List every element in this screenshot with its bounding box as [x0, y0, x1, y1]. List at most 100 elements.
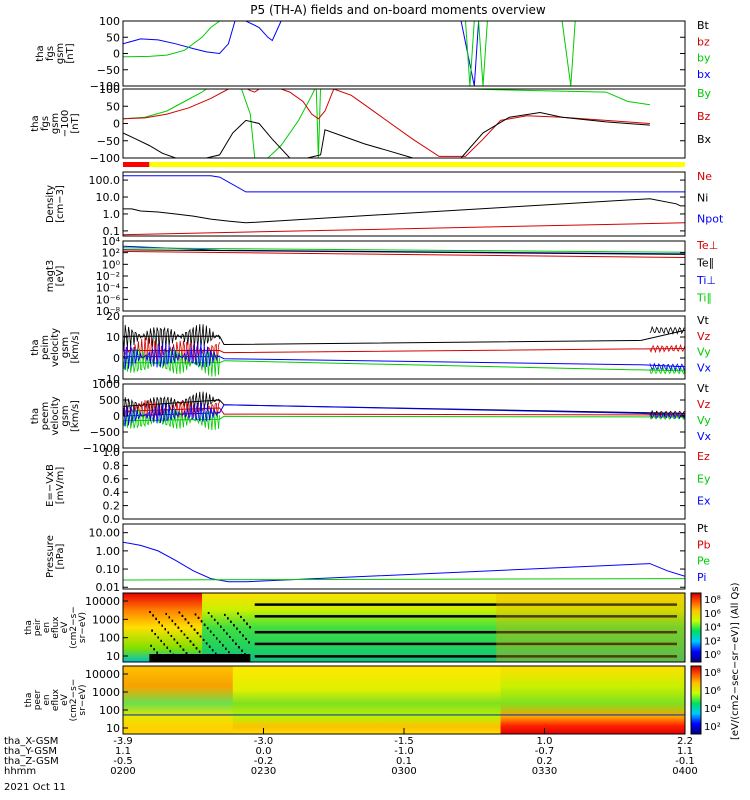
y-tick-label: −100	[90, 152, 120, 165]
panel-fgs: 100 50 0 −50 −100 tha fgs gsm [nT] Bt bz by bx	[35, 15, 711, 93]
y-tick-label: 0.2	[103, 500, 121, 513]
y-axis-label-line: [nT]	[65, 43, 76, 63]
y-axis-label-line: [nPa]	[55, 543, 66, 569]
status-segment	[123, 162, 150, 167]
y-axis-label-line: Density	[45, 185, 56, 223]
time-axis: tha_X-GSM -3.9 -3.0 -1.5 1.0 2.2 tha_Y-GSM 1.1 0…	[4, 728, 698, 793]
y-axis-label-line: (cm2−s−	[69, 606, 79, 649]
legend-entry: Ey	[697, 472, 711, 485]
legend-entry: Npot	[697, 213, 724, 226]
spectrogram-speckle	[174, 623, 177, 626]
y-tick-label: 1000	[92, 686, 120, 699]
legend-entry: Ti⊥	[696, 274, 716, 287]
y-axis-label-line: velocity	[50, 328, 61, 367]
noise-burst-end-peim-2	[649, 366, 685, 375]
legend-entry: Pb	[697, 538, 711, 551]
y-axis-label-line: gsm	[50, 113, 61, 134]
spectrogram-early	[123, 666, 233, 734]
spectrogram-speckle	[155, 617, 157, 620]
noise-burst-peem-3	[123, 402, 220, 427]
y-tick-label: 1.0	[103, 208, 121, 221]
y-axis-label-line: tha	[30, 115, 41, 131]
y-axis-label-line: sr−eV)	[78, 684, 88, 715]
spectrogram-speckle	[203, 623, 206, 626]
y-axis-label-line: [eV]	[55, 266, 66, 287]
spectrogram-stripe	[254, 615, 677, 618]
spectrogram-speckle	[196, 632, 199, 635]
series-line-density-2	[123, 222, 685, 236]
series-line-density-0	[123, 198, 685, 224]
colorbar-tick-label: 10⁸	[704, 668, 721, 679]
colorbar-tick-label: 10⁶	[704, 686, 721, 697]
spectrogram-speckle	[208, 645, 211, 648]
spectrogram-speckle	[190, 625, 193, 628]
spectrogram-speckle	[186, 636, 189, 639]
spectrogram-speckle	[207, 611, 210, 614]
y-axis-label-line: eflux	[51, 616, 61, 639]
legend-entry: Ez	[697, 450, 710, 463]
spectrogram-stripe	[254, 603, 677, 606]
y-tick-label: −100	[90, 80, 120, 93]
y-axis-label-line: magt3	[45, 260, 56, 293]
y-tick-label: 10000	[85, 668, 120, 681]
spectrogram-speckle	[233, 624, 235, 627]
spectrogram-late	[496, 593, 685, 662]
spectrogram-speckle	[195, 647, 198, 650]
y-tick-label: 0	[113, 118, 120, 131]
y-axis-label: tha fgs gsm [nT]	[35, 43, 76, 64]
legend-entry: bx	[697, 68, 711, 81]
legend-entry: Bt	[697, 19, 710, 32]
time-row-value: 0230	[251, 766, 276, 777]
y-tick-label: 500	[99, 394, 120, 407]
spectrogram-speckle	[225, 647, 227, 650]
spectrogram-speckle	[182, 648, 185, 651]
spectrogram-speckle	[173, 638, 176, 641]
legend-entry: Vt	[697, 314, 710, 327]
spectrogram-speckle	[170, 635, 173, 638]
series-line-fgs-1	[123, 21, 650, 86]
spectrogram-speckle	[249, 626, 251, 629]
spectrogram-stripe	[254, 642, 677, 646]
spectrogram-speckle	[229, 635, 231, 638]
spectrogram-speckle	[228, 651, 230, 654]
spectrogram-peer: 10000 1000 100 10 tha peer en eflux eV (cm2−s− sr−…	[24, 665, 721, 735]
y-axis-label-line: E=−VxB	[45, 464, 56, 507]
spectrogram-speckle	[197, 616, 200, 619]
spectrogram-speckle	[219, 640, 221, 643]
y-tick-label: 100	[99, 83, 120, 96]
y-tick-label: −1000	[83, 442, 120, 455]
panel-frame	[122, 592, 686, 663]
y-axis-label-line: tha	[30, 339, 41, 355]
y-tick-label: 100	[99, 704, 120, 717]
spectrogram-speckle	[215, 637, 218, 640]
spectrogram-speckle	[212, 634, 215, 637]
y-tick-label: 0	[113, 352, 120, 365]
spectrogram-speckle	[164, 628, 166, 631]
y-axis-label-line: gsm	[60, 337, 71, 358]
time-row-value: -1.0	[394, 746, 414, 757]
y-axis-label-line: fgs	[45, 46, 56, 61]
time-row-value: -0.1	[675, 756, 695, 767]
spectrogram-speckle	[237, 612, 239, 615]
spectrogram-speckle	[242, 634, 244, 637]
y-tick-label: 1000	[92, 613, 120, 626]
y-tick-label: 10⁻⁸	[96, 305, 121, 318]
spectrogram-speckle	[200, 620, 203, 623]
time-row-value: 2.2	[677, 736, 693, 747]
y-axis-label-line: peer	[33, 689, 43, 710]
y-axis-label: E=−VxB [mV/m]	[45, 464, 66, 507]
spectrogram-speckle	[167, 631, 170, 634]
date-label: 2021 Oct 11	[4, 782, 66, 793]
colorbar-tick-label: 10²	[704, 722, 721, 733]
time-row-value: 0.0	[256, 746, 272, 757]
series-line-temperature-1	[123, 249, 685, 255]
spectrogram-speckle	[185, 652, 188, 655]
series-line-pressure-0	[123, 541, 685, 583]
colorbar-tick-label: 10⁴	[704, 704, 721, 715]
spectrogram-speckle	[222, 644, 224, 647]
y-axis-label: Density [cm−3]	[45, 185, 66, 223]
time-row-value: -0.5	[113, 756, 133, 767]
